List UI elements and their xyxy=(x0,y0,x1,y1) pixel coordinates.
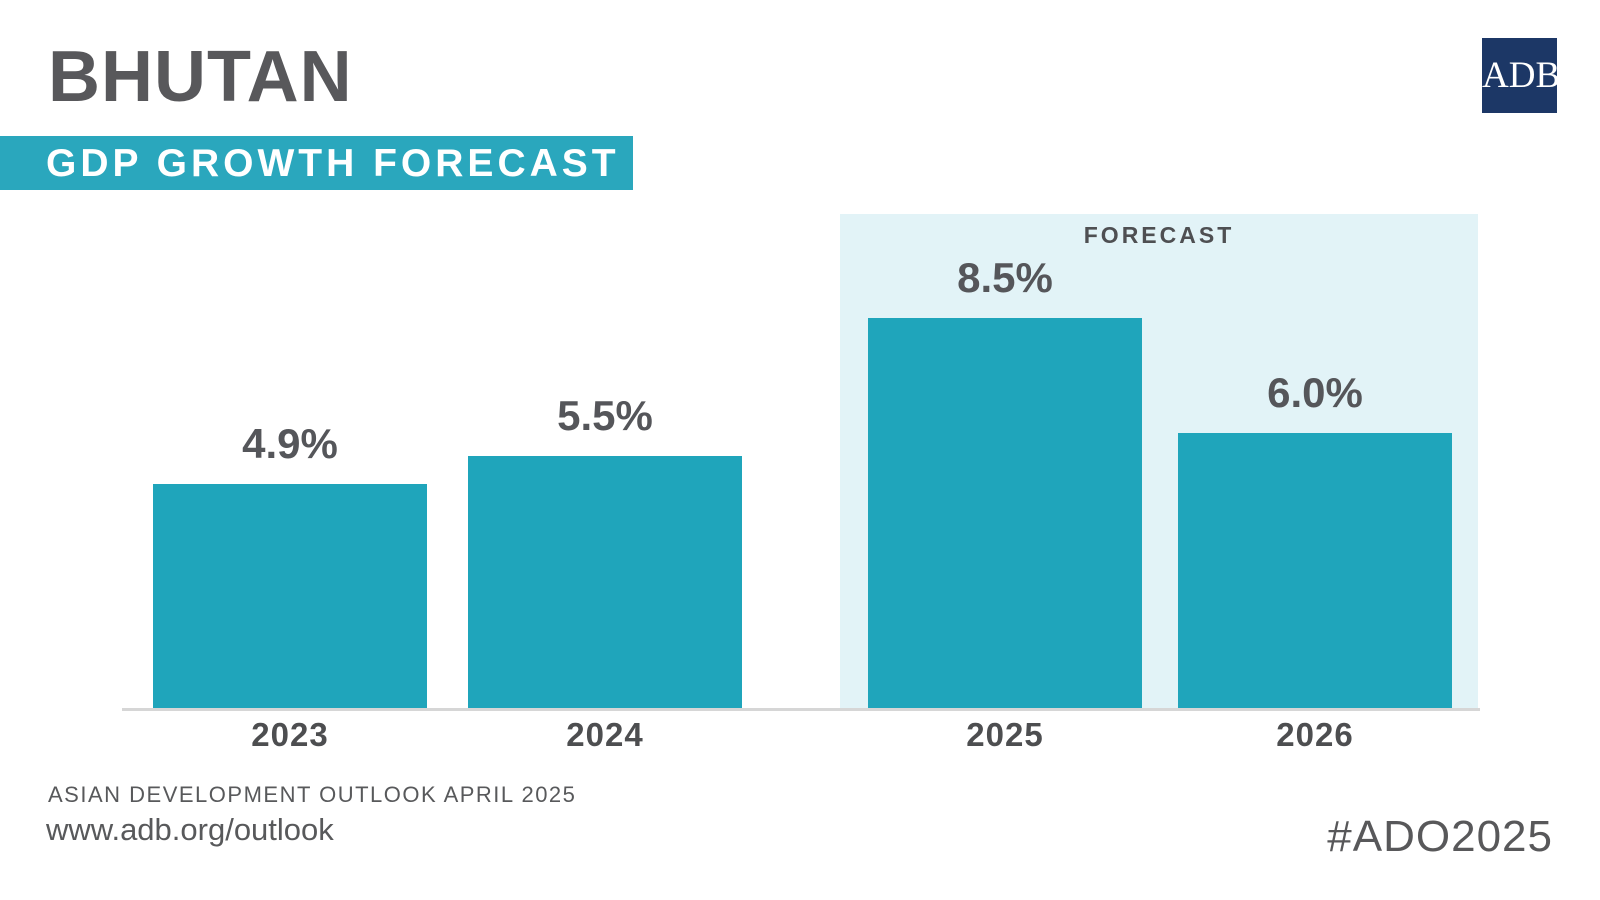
source-text: ASIAN DEVELOPMENT OUTLOOK APRIL 2025 xyxy=(48,782,577,807)
bar-2024 xyxy=(468,456,742,710)
value-label-2026: 6.0% xyxy=(1267,369,1363,416)
bar-2026 xyxy=(1178,433,1452,710)
adb-logo: ADB xyxy=(1482,38,1561,113)
page-title: BHUTAN xyxy=(48,37,353,117)
subtitle-text: GDP GROWTH FORECAST xyxy=(46,142,620,185)
subtitle-band: GDP GROWTH FORECAST xyxy=(0,136,633,190)
forecast-label: FORECAST xyxy=(1083,222,1235,248)
value-label-2024: 5.5% xyxy=(557,392,653,439)
year-label-2024: 2024 xyxy=(566,716,644,753)
adb-logo-text: ADB xyxy=(1482,55,1561,96)
bar-2023 xyxy=(153,484,427,710)
year-label-2025: 2025 xyxy=(966,716,1044,753)
x-axis-line xyxy=(122,708,1480,711)
value-label-2025: 8.5% xyxy=(957,254,1053,301)
hashtag-text: #ADO2025 xyxy=(1327,812,1553,861)
bar-2025 xyxy=(868,318,1142,710)
outlook-url-text: www.adb.org/outlook xyxy=(46,812,334,847)
value-label-2023: 4.9% xyxy=(242,420,338,467)
year-label-2023: 2023 xyxy=(251,716,329,753)
year-label-2026: 2026 xyxy=(1276,716,1354,753)
